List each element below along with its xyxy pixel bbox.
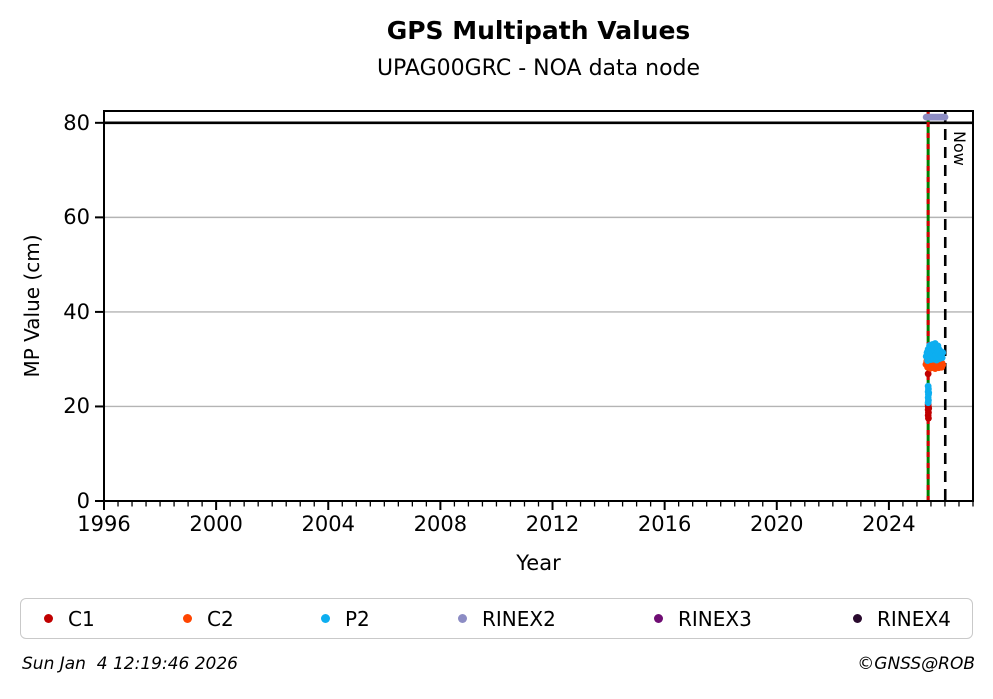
now-line-label: Now (950, 131, 969, 166)
legend-item-c2: C2 (183, 599, 234, 638)
credit-text: ©GNSS@ROB (857, 654, 975, 674)
legend: C1 C2 P2 RINEX2 RINEX3 RINEX4 (20, 598, 973, 639)
scatter-point-p2 (924, 399, 932, 407)
legend-marker-c2 (183, 614, 192, 623)
scatter-point-p2 (925, 389, 933, 397)
legend-marker-rinex2 (458, 614, 467, 623)
legend-label-rinex3: RINEX3 (678, 606, 752, 631)
legend-marker-c1 (44, 614, 53, 623)
legend-label-rinex2: RINEX2 (482, 606, 556, 631)
scatter-point-c1 (925, 414, 932, 422)
legend-label-rinex4: RINEX4 (877, 606, 951, 631)
scatter-point-rinex2 (941, 113, 949, 121)
scatter-point-p2 (939, 349, 947, 356)
x-axis-label: Year (516, 551, 561, 575)
legend-item-rinex3: RINEX3 (654, 599, 752, 638)
legend-label-c1: C1 (68, 606, 95, 631)
legend-marker-p2 (321, 614, 330, 623)
timestamp-text: Sun Jan 4 12:19:46 2026 (22, 654, 238, 674)
legend-marker-rinex4 (853, 614, 862, 623)
legend-marker-rinex3 (654, 614, 663, 623)
scatter-point-p2 (938, 354, 946, 362)
legend-label-p2: P2 (345, 606, 370, 631)
y-axis-label: MP Value (cm) (20, 234, 44, 378)
legend-item-p2: P2 (321, 599, 370, 638)
legend-label-c2: C2 (207, 606, 234, 631)
plot-frame (103, 110, 974, 502)
legend-item-rinex4: RINEX4 (853, 599, 951, 638)
chart-subtitle: UPAG00GRC - NOA data node (376, 56, 701, 81)
legend-item-rinex2: RINEX2 (458, 599, 556, 638)
chart-title: GPS Multipath Values (386, 16, 691, 45)
scatter-point-c2 (939, 361, 947, 369)
legend-item-c1: C1 (44, 599, 95, 638)
scatter-point-c1 (924, 370, 932, 378)
